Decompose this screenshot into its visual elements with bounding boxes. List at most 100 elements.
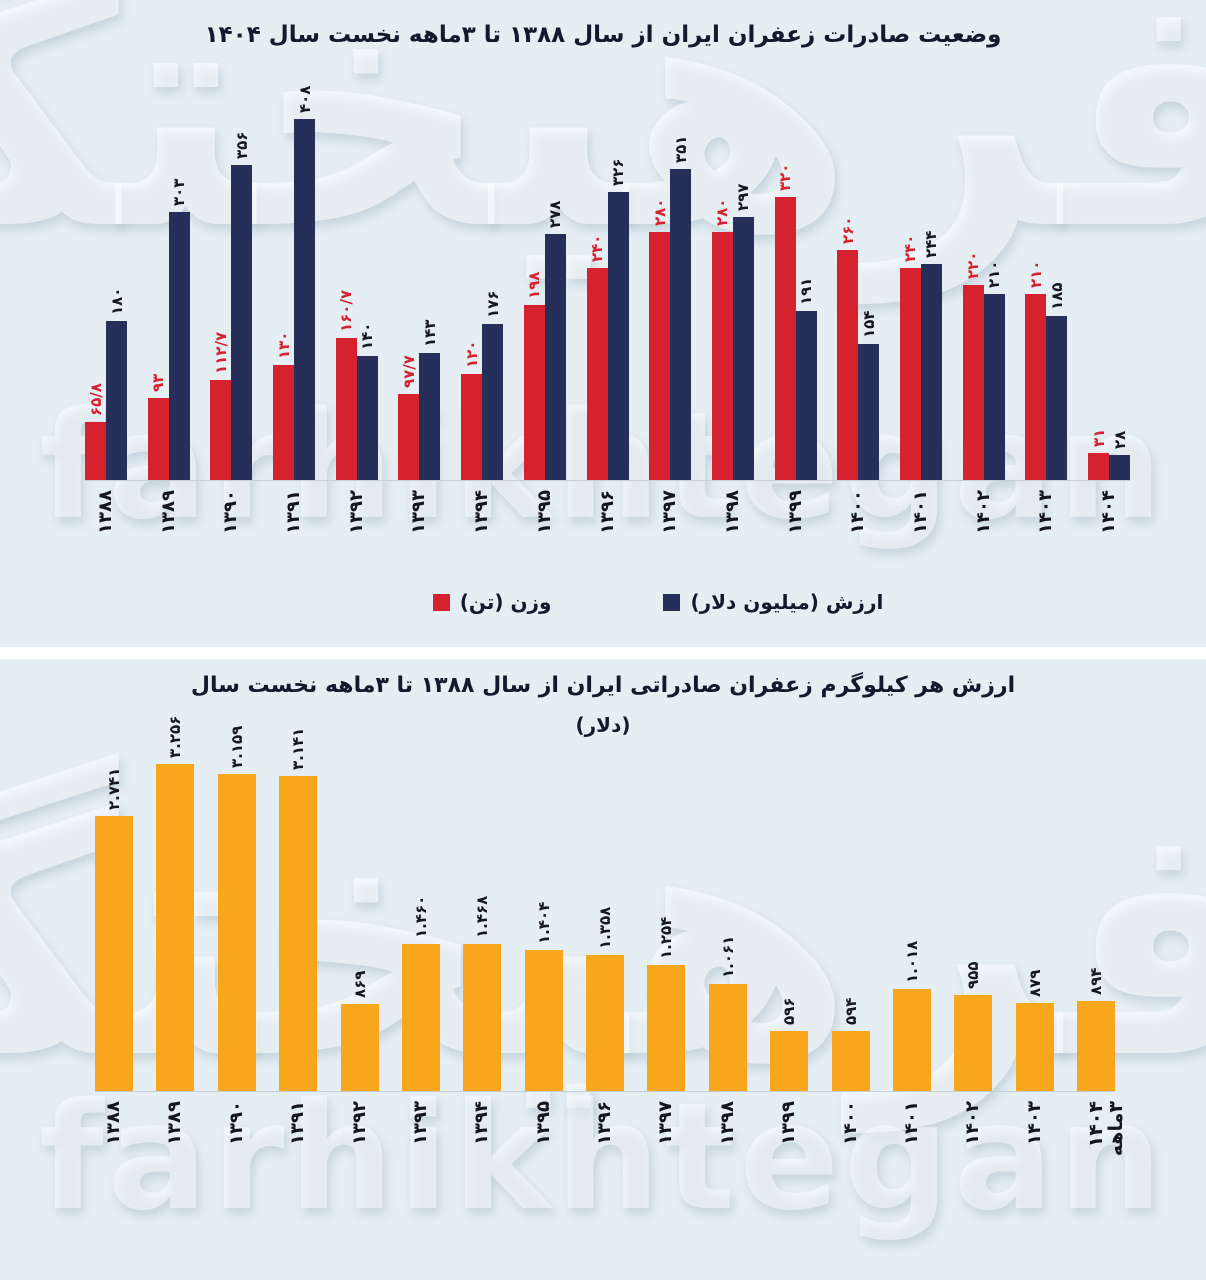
bottom-chart-plot: ۲.۷۴۱ ۱۳۸۸ ۳.۲۵۶ ۱۳۸۹ ۳.۱۵۹ ۱۳۹۰ ۳.۱۴۱ ۱۳۹۱ ۸۶۹ ۱… [95, 716, 1127, 1156]
bar-group: ۱.۴۶۸ ۱۳۹۴ [463, 896, 502, 1145]
price-bar: ۵۹۶ [770, 998, 809, 1091]
value-bar: ۴۰۸ [294, 86, 316, 480]
bar-group: ۸۶۹ ۱۳۹۲ [340, 971, 379, 1145]
bar-group: ۱.۴۶۰ ۱۳۹۳ [401, 896, 440, 1145]
value-bar: ۱۴۰ [356, 323, 378, 480]
value-legend-swatch [663, 593, 681, 611]
bar-group: ۲.۷۴۱ ۱۳۸۸ [95, 768, 133, 1145]
bar-group: ۳۲۰ ۱۹۱ ۱۳۹۹ [774, 163, 817, 534]
price-bar: ۸۷۹ [1015, 970, 1054, 1091]
weight-bar: ۲۸۰ [649, 199, 671, 480]
bar-group: ۳.۱۵۹ ۱۳۹۰ [217, 726, 256, 1145]
weight-bar: ۲۱۰ [1025, 261, 1047, 480]
value-bar: ۱۷۶ [482, 291, 504, 480]
weight-bar: ۱۶۰/۷ [335, 290, 357, 480]
price-bar: ۱.۴۶۸ [463, 896, 502, 1091]
bar-group: ۵۹۶ ۱۳۹۹ [770, 998, 809, 1145]
price-bar: ۳.۲۵۶ [156, 716, 195, 1091]
bar-group: ۲۶۰ ۱۵۴ ۱۴۰۰ [837, 216, 880, 534]
price-bar: ۱.۴۶۰ [401, 896, 440, 1091]
bottom-chart-title: ارزش هر کیلوگرم زعفران صادراتی ایران از … [190, 673, 1016, 698]
bar-group: ۱۳۰ ۴۰۸ ۱۳۹۱ [273, 85, 316, 534]
bar-group: ۳.۱۴۱ ۱۳۹۱ [279, 728, 318, 1145]
weight-bar: ۱۲۰ [461, 341, 483, 480]
bar-group: ۲۸۰ ۳۵۱ ۱۳۹۷ [649, 135, 692, 534]
bar-group: ۸۷۹ ۱۴۰۳ [1015, 970, 1054, 1145]
top-chart-panel: فرهیختگان farhikhtegan وضعیت صادرات زعفر… [0, 0, 1206, 647]
bar-group: ۹۵۵ ۱۴۰۲ [954, 962, 993, 1145]
price-bar: ۳.۱۵۹ [217, 726, 256, 1091]
value-bar: ۱۵۴ [858, 311, 880, 480]
price-bar: ۹۵۵ [954, 962, 993, 1091]
value-bar: ۲۹۷ [732, 184, 754, 480]
legend-item-weight: وزن (تن) [432, 590, 552, 614]
bar-group: ۲۸۰ ۲۹۷ ۱۳۹۸ [711, 183, 754, 534]
value-bar: ۱۴۳ [419, 320, 441, 480]
price-bar: ۱.۴۰۴ [524, 902, 563, 1091]
bar-group: ۵۹۴ ۱۴۰۰ [831, 998, 870, 1145]
price-bar: ۵۹۴ [831, 998, 870, 1091]
legend: وزن (تن) ارزش (میلیون دلار) [0, 590, 1206, 614]
weight-bar: ۱۱۲/۷ [210, 332, 232, 480]
bar-group: ۱.۲۵۴ ۱۳۹۷ [647, 917, 686, 1145]
weight-bar: ۶۵/۸ [85, 383, 106, 480]
price-bar: ۸۹۴ [1077, 968, 1115, 1091]
value-legend-label: ارزش (میلیون دلار) [690, 590, 884, 614]
weight-bar: ۲۴۰ [899, 235, 921, 480]
bar-group: ۱.۰۶۱ ۱۳۹۸ [708, 936, 747, 1145]
value-bar: ۲۱۰ [983, 261, 1005, 480]
bar-group: ۳.۲۵۶ ۱۳۸۹ [156, 716, 195, 1145]
bar-group: ۲۴۰ ۳۲۶ ۱۳۹۶ [586, 158, 629, 534]
price-bar: ۳.۱۴۱ [279, 728, 318, 1091]
top-chart-title: وضعیت صادرات زعفران ایران از سال ۱۳۸۸ تا… [204, 22, 1002, 48]
value-bar: ۳۵۶ [231, 132, 253, 480]
weight-bar: ۲۸۰ [711, 199, 733, 480]
bar-group: ۱۶۰/۷ ۱۴۰ ۱۳۹۲ [335, 289, 378, 534]
bottom-chart-panel: فرهیختگان farhikhtegan ارزش هر کیلوگرم ز… [0, 659, 1206, 1280]
value-bar: ۲۸ [1109, 431, 1130, 480]
value-bar: ۲۷۸ [544, 201, 566, 480]
bar-group: ۹۳ ۳۰۳ ۱۳۸۹ [147, 178, 190, 534]
bar-group: ۹۷/۷ ۱۴۳ ۱۳۹۳ [398, 319, 441, 534]
price-bar: ۱.۳۵۸ [586, 907, 624, 1091]
bar-group: ۱۲۰ ۱۷۶ ۱۳۹۴ [461, 290, 504, 534]
bar-group: ۲۱۰ ۱۸۵ ۱۴۰۳ [1025, 260, 1068, 534]
weight-bar: ۲۲۰ [962, 252, 984, 480]
price-bar: ۲.۷۴۱ [95, 768, 133, 1091]
bar-group: ۳۱ ۲۸ ۱۴۰۴ [1088, 428, 1130, 534]
weight-legend-swatch [432, 593, 450, 611]
price-bar: ۱.۲۵۴ [647, 917, 686, 1091]
value-bar: ۳۲۶ [607, 159, 629, 480]
bar-group: ۱۹۸ ۲۷۸ ۱۳۹۵ [523, 200, 566, 534]
weight-bar: ۱۹۸ [523, 272, 545, 480]
weight-bar: ۹۳ [147, 374, 169, 480]
legend-item-value: ارزش (میلیون دلار) [663, 590, 883, 614]
bar-group: ۸۹۴ ۱۴۰۴ ۳ماهه [1077, 968, 1127, 1156]
bar-group: ۶۵/۸ ۱۸۰ ۱۳۸۸ [85, 287, 127, 534]
bar-group: ۲۲۰ ۲۱۰ ۱۴۰۲ [962, 251, 1005, 534]
bar-group: ۱۱۲/۷ ۳۵۶ ۱۳۹۰ [210, 131, 253, 534]
value-bar: ۱۸۰ [106, 288, 127, 480]
value-bar: ۳۵۱ [670, 136, 692, 480]
value-bar: ۳۰۳ [168, 179, 190, 480]
bar-group: ۱.۳۵۸ ۱۳۹۶ [586, 907, 624, 1145]
weight-bar: ۲۶۰ [837, 217, 859, 480]
price-bar: ۱.۰۱۸ [892, 941, 931, 1091]
price-bar: ۸۶۹ [340, 971, 379, 1091]
bar-group: ۱.۰۱۸ ۱۴۰۱ [892, 941, 931, 1145]
bottom-chart-subtitle: (دلار) [575, 713, 631, 737]
bar-group: ۱.۴۰۴ ۱۳۹۵ [524, 902, 563, 1145]
value-bar: ۱۹۱ [795, 278, 817, 480]
value-bar: ۲۴۴ [920, 231, 942, 480]
top-chart-plot: ۶۵/۸ ۱۸۰ ۱۳۸۸ ۹۳ ۳۰۳ ۱۳۸۹ ۱۱۲/۷ ۳۵۶ ۱۳۹۰ ۱۳۰ ۴۰۸ ۱۳… [85, 85, 1130, 534]
weight-bar: ۹۷/۷ [398, 355, 420, 480]
weight-bar: ۱۳۰ [273, 332, 295, 480]
weight-bar: ۳۲۰ [774, 164, 796, 480]
value-bar: ۱۸۵ [1046, 283, 1068, 480]
price-bar: ۱.۰۶۱ [708, 936, 747, 1091]
weight-bar: ۳۱ [1088, 429, 1109, 480]
weight-legend-label: وزن (تن) [459, 590, 552, 614]
bar-group: ۲۴۰ ۲۴۴ ۱۴۰۱ [899, 230, 942, 534]
weight-bar: ۲۴۰ [586, 235, 608, 480]
